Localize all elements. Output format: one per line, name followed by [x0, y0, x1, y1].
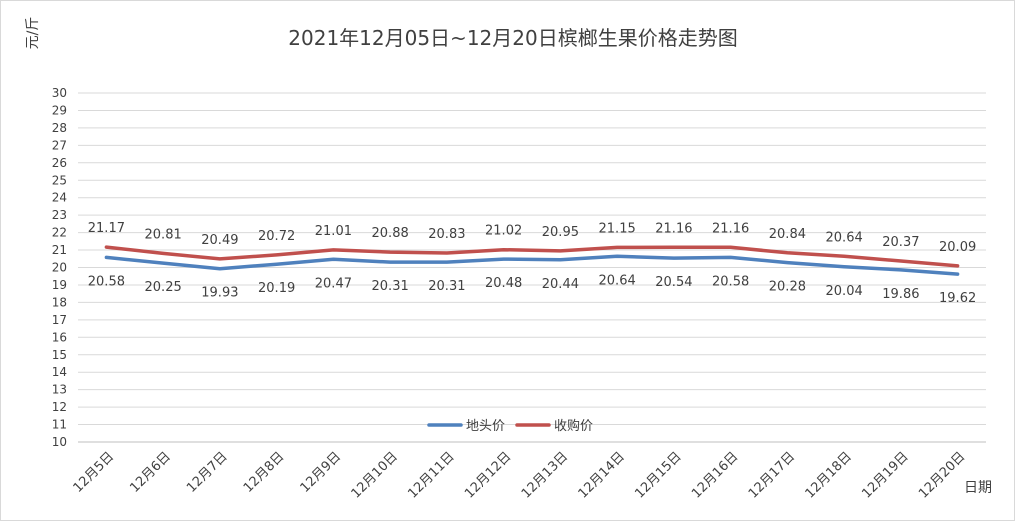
data-label: 20.09 — [939, 240, 976, 255]
x-axis-ticks: 12月5日 12月6日 12月7日 12月8日 12月9日 12月10日 12月11日 12月… — [71, 449, 969, 501]
data-label: 19.86 — [882, 287, 919, 302]
y-tick-label: 21 — [52, 243, 67, 257]
y-tick-label: 13 — [52, 383, 67, 397]
x-tick-label: 12月16日 — [689, 449, 741, 501]
series-lines — [104, 245, 960, 276]
data-label: 20.48 — [485, 276, 522, 291]
data-label: 20.95 — [542, 225, 579, 240]
chart-title: 2021年12月05日~12月20日槟榔生果价格走势图 — [288, 26, 737, 50]
x-tick-label: 12月18日 — [803, 449, 855, 501]
y-tick-label: 29 — [52, 103, 67, 117]
y-axis-ticks: 10 11 12 13 14 15 16 17 18 19 20 21 22 23 24 25 26 27 28 29… — [52, 86, 67, 449]
y-tick-label: 26 — [52, 156, 67, 170]
x-tick-label: 12月13日 — [519, 449, 571, 501]
y-tick-label: 30 — [52, 86, 67, 100]
x-tick-label: 12月11日 — [405, 449, 457, 501]
data-label: 20.31 — [372, 279, 409, 294]
y-tick-label: 23 — [52, 208, 67, 222]
x-tick-label: 12月17日 — [746, 449, 798, 501]
series-line-shougou — [104, 245, 960, 268]
y-tick-label: 15 — [52, 348, 67, 362]
y-tick-label: 17 — [52, 313, 67, 327]
data-label: 20.04 — [826, 284, 863, 299]
data-label: 21.16 — [655, 221, 692, 236]
y-tick-label: 11 — [52, 418, 67, 432]
y-tick-label: 16 — [52, 330, 67, 344]
legend-entry-label: 地头价 — [466, 419, 505, 434]
data-label: 20.64 — [599, 273, 636, 288]
data-label: 20.49 — [201, 233, 238, 248]
x-tick-label: 12月19日 — [859, 449, 911, 501]
data-label: 21.02 — [485, 224, 522, 239]
y-tick-label: 20 — [52, 261, 67, 275]
y-tick-label: 10 — [52, 435, 67, 449]
data-label: 20.64 — [826, 230, 863, 245]
legend: 地头价 收购价 — [427, 418, 593, 434]
x-tick-label: 12月15日 — [632, 449, 684, 501]
data-label: 20.54 — [655, 275, 692, 290]
data-label: 21.15 — [599, 221, 636, 236]
data-label: 20.81 — [145, 227, 182, 242]
data-label: 20.31 — [428, 279, 465, 294]
x-axis-label: 日期 — [964, 480, 992, 496]
data-label: 21.01 — [315, 224, 352, 239]
legend-entry-label: 收购价 — [554, 418, 593, 434]
x-tick-label: 12月10日 — [349, 449, 401, 501]
data-label: 20.58 — [712, 274, 749, 289]
data-label: 20.47 — [315, 276, 352, 291]
y-axis-label: 元/斤 — [25, 17, 41, 50]
y-tick-label: 24 — [52, 191, 67, 205]
data-label: 20.25 — [145, 280, 182, 295]
data-label: 20.37 — [882, 235, 919, 250]
data-label: 20.28 — [769, 280, 806, 295]
x-tick-label: 12月6日 — [127, 449, 174, 496]
x-tick-label: 12月20日 — [916, 449, 968, 501]
data-label: 19.62 — [939, 291, 976, 306]
x-tick-label: 12月9日 — [298, 449, 345, 496]
y-tick-label: 27 — [52, 138, 67, 152]
y-tick-label: 19 — [52, 278, 67, 292]
series-line-ditou — [104, 254, 960, 276]
y-tick-label: 14 — [52, 365, 67, 379]
data-label: 20.88 — [372, 226, 409, 241]
x-tick-label: 12月7日 — [184, 449, 231, 496]
x-tick-label: 12月14日 — [576, 449, 628, 501]
x-tick-label: 12月8日 — [241, 449, 288, 496]
y-tick-label: 18 — [52, 295, 67, 309]
y-tick-label: 25 — [52, 173, 67, 187]
y-tick-label: 22 — [52, 226, 67, 240]
data-label: 20.72 — [258, 229, 295, 244]
data-label: 20.44 — [542, 277, 579, 292]
data-label: 20.83 — [428, 227, 465, 242]
x-tick-label: 12月12日 — [462, 449, 514, 501]
y-tick-label: 28 — [52, 121, 67, 135]
data-labels: 20.58 20.25 19.93 20.19 20.47 20.31 20.31 20.48… — [88, 221, 976, 306]
data-label: 20.84 — [769, 227, 806, 242]
data-label: 21.17 — [88, 221, 125, 236]
data-label: 20.58 — [88, 274, 125, 289]
data-label: 20.19 — [258, 281, 295, 296]
data-label: 19.93 — [201, 286, 238, 301]
x-tick-label: 12月5日 — [71, 449, 118, 496]
data-label: 21.16 — [712, 221, 749, 236]
y-tick-label: 12 — [52, 400, 67, 414]
